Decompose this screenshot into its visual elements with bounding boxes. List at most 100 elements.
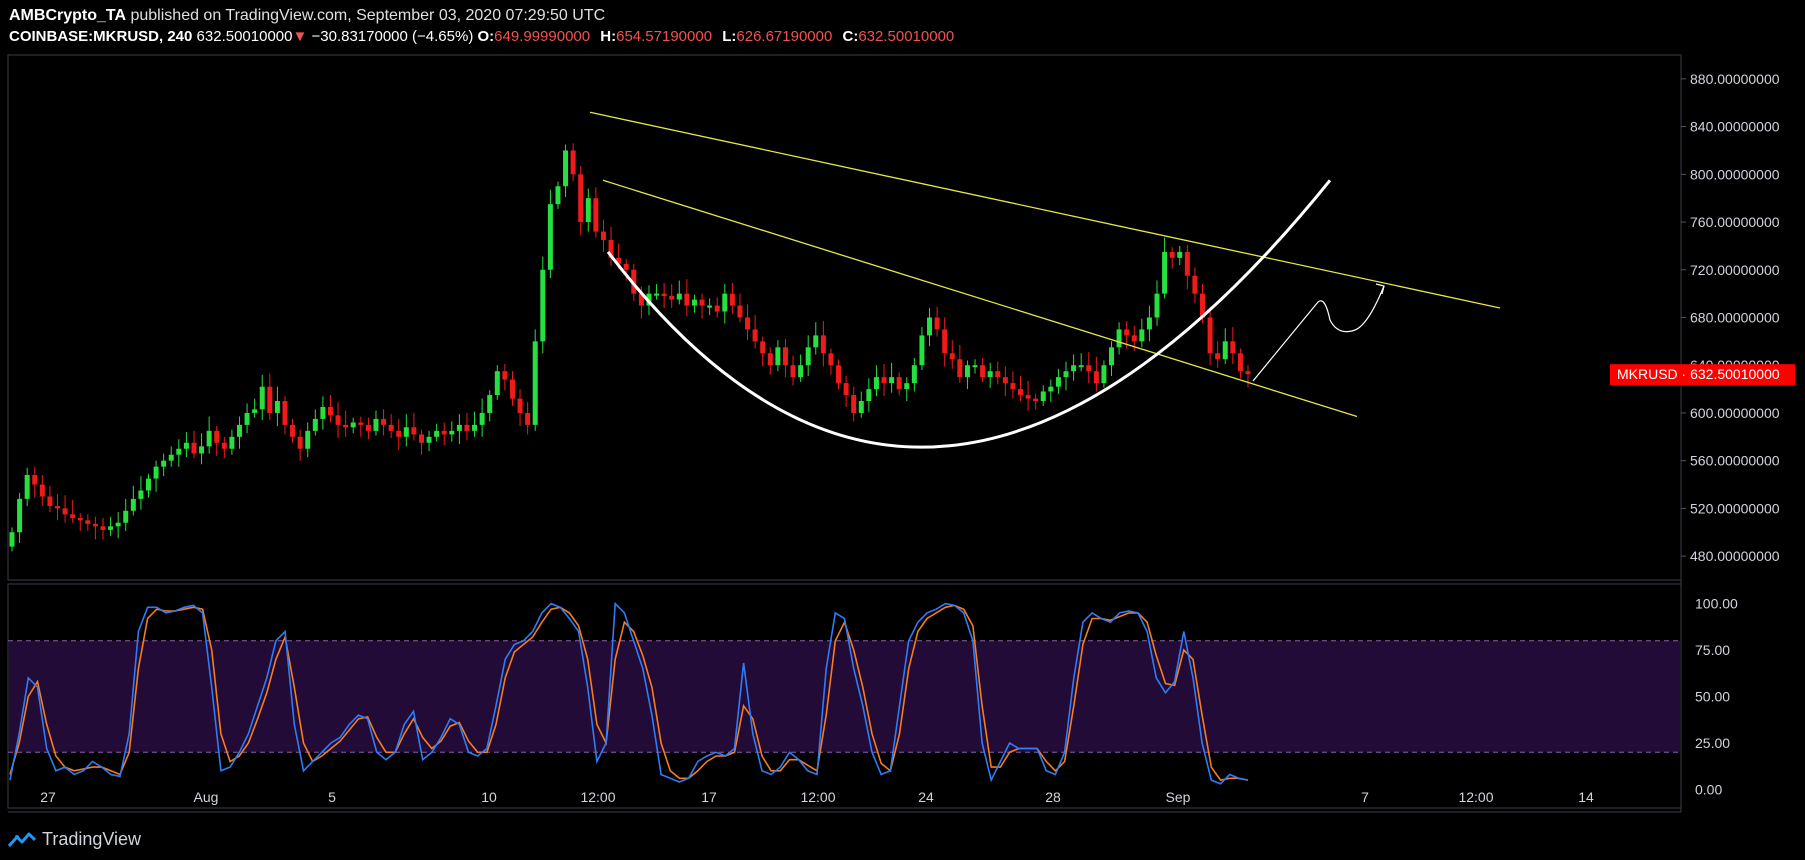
symbol-line: COINBASE:MKRUSD, 240 632.50010000▼ −30.8… (9, 26, 960, 48)
price-tick-label: 760.00000000 (1690, 214, 1780, 230)
candle-body (654, 293, 660, 296)
candle-body (866, 389, 872, 402)
candle-body (1184, 251, 1190, 276)
candle-body (191, 442, 197, 454)
candle-body (691, 299, 697, 306)
candle-body (1018, 389, 1024, 396)
candle-body (631, 269, 637, 294)
price-tick-label: 480.00000000 (1690, 548, 1780, 564)
candle-body (365, 424, 371, 431)
candle-body (335, 415, 341, 425)
candle-body (881, 377, 887, 384)
stoch-k-line (9, 601, 1249, 785)
candle-body (434, 430, 440, 437)
candle-body (858, 401, 864, 413)
candle-body (616, 257, 622, 264)
candle-body (578, 174, 584, 223)
candle-body (1002, 377, 1008, 384)
candle-body (70, 514, 76, 518)
candle-body (24, 475, 30, 499)
time-tick-label: Sep (1166, 789, 1191, 805)
candle-body (494, 371, 500, 396)
candle-body (92, 523, 98, 527)
publish-line: AMBCrypto_TA published on TradingView.co… (9, 6, 960, 26)
time-tick-label: 12:00 (800, 789, 835, 805)
high-value: 654.57190000 (616, 28, 713, 45)
candle-body (661, 293, 667, 297)
candle-body (1101, 365, 1107, 384)
candle-body (274, 401, 280, 413)
candle-body (1207, 317, 1213, 354)
candle-body (290, 424, 296, 437)
candle-body (623, 263, 629, 270)
oscillator-tick-label: 75.00 (1695, 642, 1730, 658)
time-tick-label: 5 (328, 789, 336, 805)
candle-body (153, 466, 159, 479)
candle-body (987, 371, 993, 378)
candle-body (1048, 386, 1054, 392)
candle-body (327, 406, 333, 416)
candle-body (138, 490, 144, 499)
candle-body (745, 317, 751, 330)
candle-body (737, 305, 743, 318)
oscillator-tick-label: 0.00 (1695, 781, 1722, 797)
candle-body (305, 430, 311, 449)
candle-body (760, 341, 766, 354)
candle-body (1025, 395, 1031, 399)
time-tick-label: 7 (1361, 789, 1369, 805)
price-tag (1610, 364, 1795, 386)
close-value: 632.50010000 (858, 28, 955, 45)
time-tick-label: 24 (918, 789, 934, 805)
publisher-name[interactable]: AMBCrypto_TA (9, 7, 127, 24)
candle-body (722, 293, 728, 312)
price-panel-frame (7, 54, 1682, 581)
tradingview-brand[interactable]: TradingView (42, 829, 142, 849)
candle-body (39, 484, 45, 497)
candle-body (464, 424, 470, 431)
candle-body (934, 317, 940, 330)
price-tag-label: MKRUSD · 632.50010000 (1617, 366, 1780, 382)
candle-body (813, 335, 819, 348)
low-value: 626.67190000 (736, 28, 833, 45)
high-label: H: (600, 28, 617, 45)
candle-body (320, 406, 326, 419)
tradingview-logo-icon (8, 832, 36, 847)
candle-body (1093, 371, 1099, 384)
price-tick-label: 880.00000000 (1690, 71, 1780, 87)
price-tick-label: 840.00000000 (1690, 119, 1780, 135)
candle-body (403, 427, 409, 437)
candle-body (85, 520, 91, 524)
down-arrow-icon: ▼ (292, 28, 308, 45)
candle-body (1169, 251, 1175, 258)
candle-body (873, 377, 879, 390)
time-tick-label: 14 (1578, 789, 1594, 805)
candle-body (47, 496, 53, 507)
candle-body (843, 383, 849, 396)
candle-body (600, 231, 606, 240)
candle-body (547, 204, 553, 270)
candle-body (1237, 353, 1243, 372)
candle-body (426, 436, 432, 443)
candle-body (1222, 341, 1228, 360)
tradingview-footer: TradingView (8, 829, 141, 850)
symbol-label[interactable]: COINBASE:MKRUSD, 240 (9, 28, 193, 45)
candle-body (214, 430, 220, 443)
candle-body (638, 293, 644, 306)
candle-body (396, 430, 402, 437)
price-tick-label: 720.00000000 (1690, 262, 1780, 278)
candle-body (441, 430, 447, 435)
time-tick-label: 10 (481, 789, 497, 805)
candle-body (244, 412, 250, 425)
candle-body (449, 430, 455, 435)
candle-body (904, 383, 910, 390)
candle-body (980, 365, 986, 378)
candle-body (669, 296, 675, 300)
candle-body (820, 335, 826, 354)
candle-body (77, 517, 83, 521)
candle-body (949, 353, 955, 360)
candle-body (525, 412, 531, 425)
candle-body (964, 365, 970, 378)
time-tick-label: Aug (194, 789, 219, 805)
candle-body (911, 365, 917, 384)
